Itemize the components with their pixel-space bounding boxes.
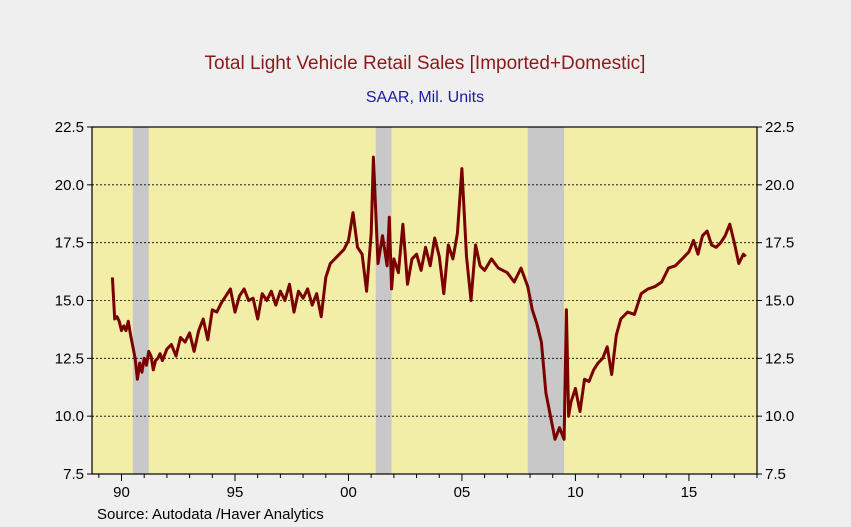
y-tick-label: 10.0 — [55, 408, 84, 425]
y-tick-label: 17.5 — [765, 235, 794, 252]
x-tick-label: 00 — [340, 484, 357, 501]
y-tick-label: 15.0 — [765, 293, 794, 310]
right-y-axis: 7.5 10.0 12.5 15.0 17.5 20.0 22.5 — [757, 119, 794, 483]
x-tick-label: 10 — [567, 484, 584, 501]
y-tick-label: 12.5 — [765, 350, 794, 367]
y-tick-label: 20.0 — [765, 177, 794, 194]
left-y-axis: 7.5 10.0 12.5 15.0 17.5 20.0 22.5 — [55, 119, 92, 483]
y-tick-label: 22.5 — [55, 119, 84, 136]
y-tick-label: 12.5 — [55, 350, 84, 367]
chart-subtitle: SAAR, Mil. Units — [366, 89, 484, 106]
y-tick-label: 15.0 — [55, 293, 84, 310]
source-note: Source: Autodata /Haver Analytics — [97, 506, 324, 523]
x-tick-label: 95 — [227, 484, 244, 501]
recession-band — [375, 127, 392, 474]
x-axis: 90 95 00 05 10 15 — [98, 474, 758, 501]
y-tick-label: 7.5 — [63, 466, 84, 483]
y-tick-label: 22.5 — [765, 119, 794, 136]
y-tick-label: 17.5 — [55, 235, 84, 252]
y-tick-label: 7.5 — [765, 466, 786, 483]
gridlines — [92, 184, 757, 417]
x-tick-label: 90 — [113, 484, 130, 501]
y-tick-label: 10.0 — [765, 408, 794, 425]
x-tick-label: 05 — [454, 484, 471, 501]
chart-title: Total Light Vehicle Retail Sales [Import… — [205, 53, 646, 74]
y-tick-label: 20.0 — [55, 177, 84, 194]
series-line — [110, 155, 747, 441]
x-tick-label: 15 — [681, 484, 698, 501]
